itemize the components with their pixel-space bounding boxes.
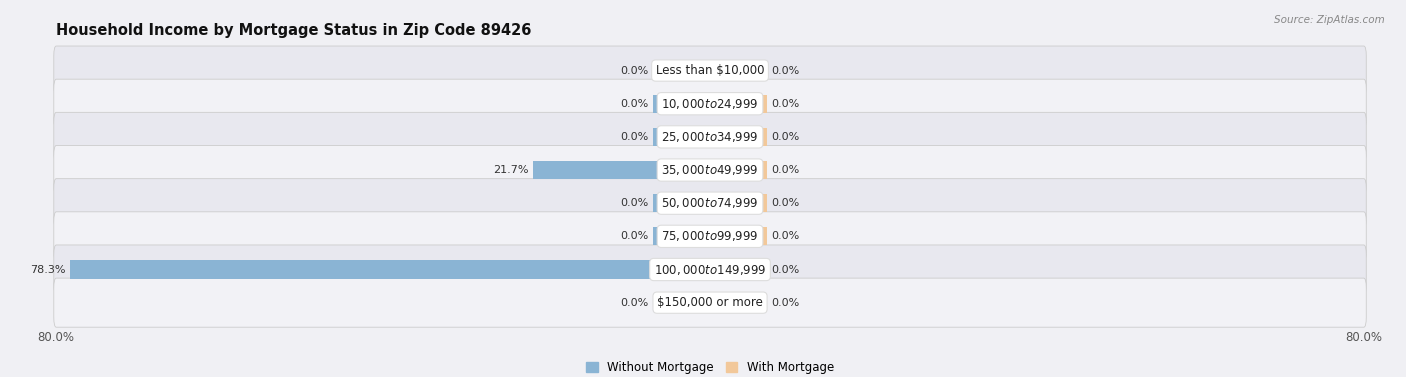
FancyBboxPatch shape	[53, 179, 1367, 228]
Text: $35,000 to $49,999: $35,000 to $49,999	[661, 163, 759, 177]
Text: 0.0%: 0.0%	[620, 132, 648, 142]
FancyBboxPatch shape	[53, 46, 1367, 95]
Text: $150,000 or more: $150,000 or more	[657, 296, 763, 309]
Text: Household Income by Mortgage Status in Zip Code 89426: Household Income by Mortgage Status in Z…	[56, 23, 531, 38]
Text: 0.0%: 0.0%	[620, 198, 648, 208]
Bar	[710, 227, 768, 245]
Text: 0.0%: 0.0%	[772, 66, 800, 75]
Bar	[533, 161, 710, 179]
Text: 78.3%: 78.3%	[31, 265, 66, 274]
Text: Source: ZipAtlas.com: Source: ZipAtlas.com	[1274, 15, 1385, 25]
FancyBboxPatch shape	[53, 212, 1367, 261]
Bar	[710, 95, 768, 113]
Bar	[710, 261, 768, 279]
Bar	[70, 261, 710, 279]
Text: 0.0%: 0.0%	[620, 298, 648, 308]
Bar	[652, 227, 710, 245]
Bar	[652, 61, 710, 80]
Bar	[710, 194, 768, 212]
Text: 0.0%: 0.0%	[620, 231, 648, 241]
Bar	[652, 194, 710, 212]
Bar	[652, 128, 710, 146]
Bar	[710, 294, 768, 312]
Bar	[710, 61, 768, 80]
Legend: Without Mortgage, With Mortgage: Without Mortgage, With Mortgage	[581, 356, 839, 377]
Text: $25,000 to $34,999: $25,000 to $34,999	[661, 130, 759, 144]
Text: 0.0%: 0.0%	[772, 231, 800, 241]
Text: $50,000 to $74,999: $50,000 to $74,999	[661, 196, 759, 210]
Text: $100,000 to $149,999: $100,000 to $149,999	[654, 262, 766, 276]
FancyBboxPatch shape	[53, 146, 1367, 195]
Text: 0.0%: 0.0%	[772, 198, 800, 208]
Text: $10,000 to $24,999: $10,000 to $24,999	[661, 97, 759, 111]
Text: 0.0%: 0.0%	[772, 165, 800, 175]
FancyBboxPatch shape	[53, 278, 1367, 327]
Bar	[710, 161, 768, 179]
Text: 0.0%: 0.0%	[620, 99, 648, 109]
Text: 0.0%: 0.0%	[772, 132, 800, 142]
Bar	[710, 128, 768, 146]
Text: 0.0%: 0.0%	[620, 66, 648, 75]
Text: Less than $10,000: Less than $10,000	[655, 64, 765, 77]
Text: 0.0%: 0.0%	[772, 99, 800, 109]
Text: 0.0%: 0.0%	[772, 298, 800, 308]
FancyBboxPatch shape	[53, 79, 1367, 128]
Bar	[652, 95, 710, 113]
Text: 21.7%: 21.7%	[494, 165, 529, 175]
FancyBboxPatch shape	[53, 245, 1367, 294]
FancyBboxPatch shape	[53, 112, 1367, 161]
Bar	[652, 294, 710, 312]
Text: $75,000 to $99,999: $75,000 to $99,999	[661, 229, 759, 243]
Text: 0.0%: 0.0%	[772, 265, 800, 274]
